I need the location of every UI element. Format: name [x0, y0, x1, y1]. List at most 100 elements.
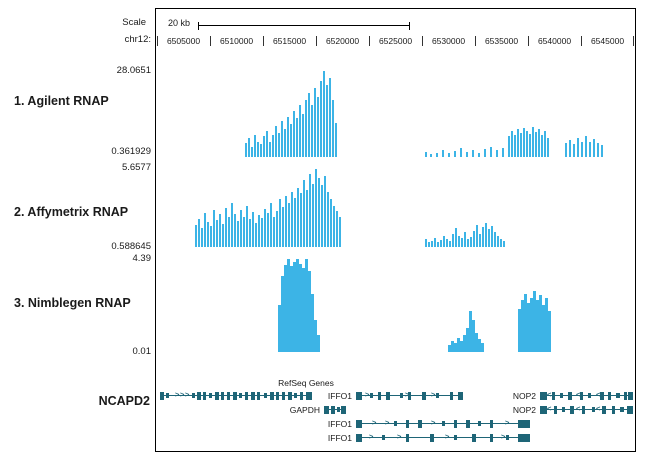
strand-chevron: >: [385, 418, 390, 427]
signal-bar: [454, 151, 456, 157]
scale-bar: [198, 22, 410, 30]
signal-bar: [430, 154, 432, 157]
signal-bar: [484, 149, 486, 157]
signal-bar: [287, 259, 290, 352]
strand-chevron: <: [596, 404, 601, 413]
signal-bar: [593, 139, 595, 157]
signal-bar: [332, 100, 334, 157]
gene-exon: [400, 393, 403, 398]
signal-bar: [302, 114, 304, 157]
signal-bar: [231, 203, 233, 247]
signal-bar: [207, 222, 209, 247]
signal-bar: [311, 105, 313, 157]
signal-bar: [251, 147, 253, 157]
signal-bar: [294, 198, 296, 247]
gene-exon: [382, 435, 385, 440]
signal-bar: [293, 111, 295, 157]
gene-exon: [422, 391, 426, 400]
strand-chevron: >: [431, 418, 436, 427]
gene-exon: [386, 391, 390, 400]
ruler-tick: [157, 36, 158, 46]
gene-exon: [288, 391, 292, 400]
scale-label: Scale: [122, 17, 146, 28]
signal-bar: [272, 135, 274, 157]
gene-exon: [616, 393, 620, 398]
coordinate-label: 6510000: [219, 36, 254, 46]
gene-exon: [341, 405, 346, 414]
signal-bar: [204, 213, 206, 247]
signal-bar: [425, 239, 427, 247]
signal-bar: [481, 343, 484, 352]
signal-bar: [266, 131, 268, 157]
signal-bar: [216, 220, 218, 247]
signal-bar: [320, 81, 322, 157]
signal-bar: [585, 136, 587, 157]
signal-bar: [496, 150, 498, 157]
gene-exon: [466, 419, 470, 428]
signal-bar: [535, 132, 537, 157]
signal-bar: [482, 227, 484, 247]
gene-exon: [592, 407, 595, 412]
signal-bar: [240, 210, 242, 247]
signal-bar: [581, 142, 583, 157]
gene-track: >>>IFFO1>>>NOP2<<<GAPDHNOP2<<<IFFO1>>>>I…: [156, 389, 635, 449]
gene-exon: [628, 391, 633, 400]
gene-exon: [436, 393, 439, 398]
signal-bar: [285, 196, 287, 247]
gene-exon: [356, 419, 362, 428]
gene-label: IFFO1: [327, 433, 352, 443]
signal-bar: [314, 320, 317, 352]
gene-exon: [356, 433, 362, 442]
gene-exon: [570, 405, 574, 414]
coordinate-label: 6540000: [537, 36, 572, 46]
signal-bar: [449, 241, 451, 247]
signal-bar: [198, 219, 200, 247]
gene-exon: [580, 391, 583, 400]
signal-bar: [290, 124, 292, 157]
signal-bar: [536, 300, 539, 352]
track-agilent: [156, 71, 635, 157]
signal-bar: [296, 259, 299, 352]
signal-bar: [533, 291, 536, 352]
gene-exon: [582, 405, 585, 414]
signal-bar: [311, 294, 314, 352]
signal-bar: [269, 142, 271, 157]
signal-bar: [288, 203, 290, 247]
gene-exon: [518, 433, 530, 442]
signal-bar: [302, 268, 305, 352]
track2-max-value: 5.6577: [121, 162, 151, 173]
signal-bar: [458, 236, 460, 247]
ruler-tick: [369, 36, 370, 46]
gene-exon: [562, 407, 565, 412]
strand-chevron: >: [505, 418, 510, 427]
signal-bar: [529, 134, 531, 157]
gene-intron-line: [540, 409, 633, 411]
signal-bar: [201, 228, 203, 247]
signal-area-nimblegen: [156, 259, 635, 352]
track2-min-value: 0.588645: [111, 241, 151, 252]
signal-bar: [246, 206, 248, 247]
gene-exon: [406, 419, 409, 428]
strand-chevron: <: [576, 390, 581, 399]
signal-bar: [278, 305, 281, 352]
gene-exon: [472, 433, 476, 442]
strand-chevron: >: [445, 432, 450, 441]
signal-bar: [514, 135, 516, 157]
gene-exon: [166, 393, 169, 398]
coordinate-label: 6505000: [166, 36, 201, 46]
signal-bar: [428, 242, 430, 247]
signal-bar: [245, 143, 247, 157]
signal-bar: [281, 276, 284, 352]
gene-exon: [408, 391, 411, 400]
gene-exon: [324, 405, 329, 414]
gene-exon: [612, 405, 615, 414]
signal-bar: [497, 236, 499, 247]
signal-bar: [275, 126, 277, 157]
signal-bar: [500, 239, 502, 247]
signal-bar: [542, 305, 545, 352]
signal-bar: [318, 178, 320, 247]
signal-bar: [466, 328, 469, 352]
gene-label: IFFO1: [327, 419, 352, 429]
signal-bar: [479, 234, 481, 247]
signal-bar: [317, 97, 319, 157]
